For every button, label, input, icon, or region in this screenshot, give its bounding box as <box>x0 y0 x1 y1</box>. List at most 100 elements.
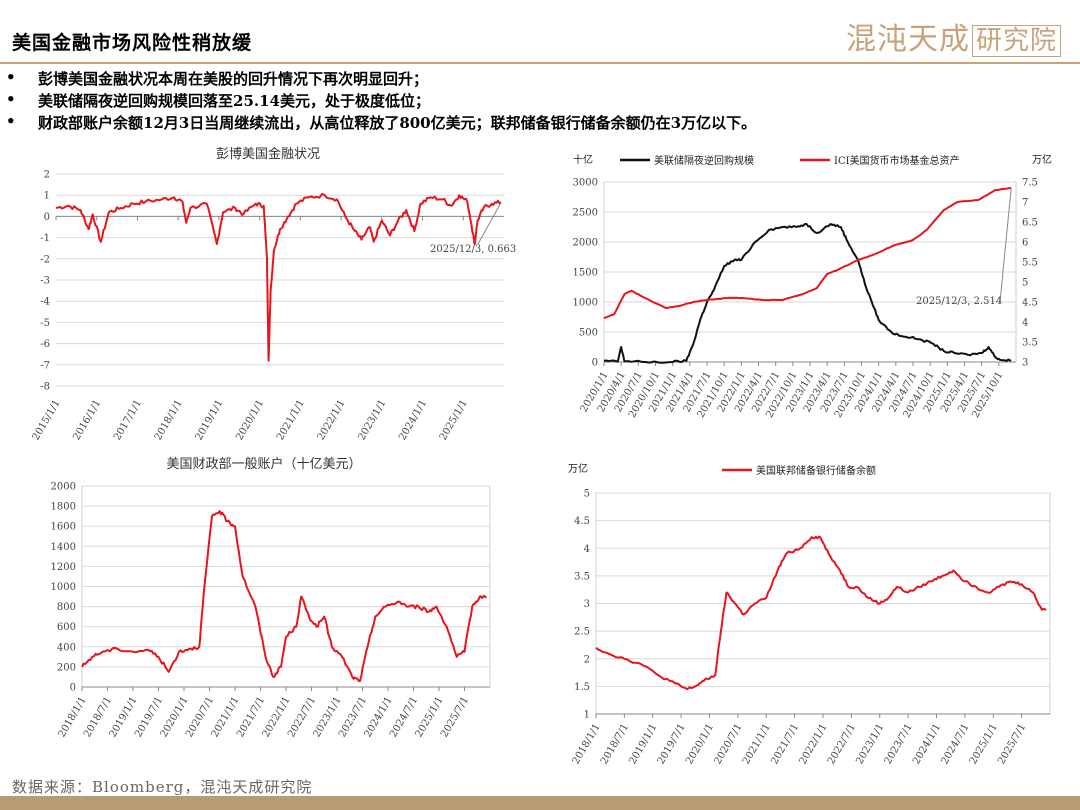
bullet-text: 财政部账户余额12月3日当周继续流出，从高位释放了800亿美元；联邦储备银行储备… <box>38 114 757 132</box>
y-tick-label: 0 <box>592 358 598 369</box>
y-tick-label: 0 <box>44 212 50 223</box>
y-tick-label: 3 <box>584 599 590 610</box>
x-tick-label: 2022/7/1 <box>826 722 858 766</box>
chart-fci-annotation: 2025/12/3, 0.663 <box>430 244 516 255</box>
y-tick-label: 4.5 <box>574 516 590 527</box>
series-line <box>595 535 1047 691</box>
y-tick-label: 1 <box>44 191 50 202</box>
y-tick-label: -4 <box>40 297 50 308</box>
x-tick-label: 2018/7/1 <box>599 722 631 766</box>
y-tick-label: -6 <box>40 339 50 350</box>
x-tick-label: 2024/1/1 <box>397 398 429 442</box>
y-tick-label: 1800 <box>51 502 76 513</box>
x-tick-label: 2015/1/1 <box>31 398 63 442</box>
x-tick-label: 2018/1/1 <box>571 722 603 766</box>
x-tick-label: 2020/1/1 <box>234 398 266 442</box>
bullet-dot: • <box>6 68 16 86</box>
y2-tick-label: 3.5 <box>1022 338 1038 349</box>
y-tick-label: -3 <box>40 276 50 287</box>
y-tick-label: 1600 <box>51 522 76 533</box>
y-tick-label: 500 <box>579 328 598 339</box>
chart-reserves-plot: 5 4.5 4 3.5 3 2.5 2 1.5 12018/1/12018/7/12019/1/… <box>571 489 1051 766</box>
bullet-text: 美联储隔夜逆回购规模回落至25.14美元，处于极度低位； <box>38 92 430 110</box>
chart-rrp-left-unit: 十亿 <box>573 153 593 166</box>
chart-reserves-unit: 万亿 <box>568 462 588 475</box>
x-tick-label: 2021/1/1 <box>741 722 773 766</box>
legend-label-reserves: 美国联邦储备银行储备余额 <box>756 464 876 477</box>
x-tick-label: 2025/1/1 <box>438 398 470 442</box>
y-tick-label: 1 <box>584 710 590 721</box>
y2-tick-label: 4 <box>1022 318 1028 329</box>
chart-fci: 彭博美国金融状况 2 1 0 -1 -2 -3 -4 -5 -6 -7 -8 2015/1/1 2016… <box>31 146 517 442</box>
chart-tga-title: 美国财政部一般账户（十亿美元） <box>166 456 361 472</box>
y-tick-label: -5 <box>40 318 50 329</box>
y-tick-label: 1400 <box>51 542 76 553</box>
x-tick-label: 2025/7/1 <box>996 722 1028 766</box>
x-tick-label: 2019/1/1 <box>194 398 226 442</box>
logo-text: 混沌天成 <box>846 22 970 57</box>
legend-label-ici: ICI美国货币市场基金总资产 <box>834 154 960 167</box>
data-source: 数据来源：Bloomberg，混沌天成研究院 <box>12 778 313 796</box>
y2-tick-label: 5.5 <box>1022 258 1038 269</box>
x-tick-label: 2017/1/1 <box>112 398 144 442</box>
y-tick-label: 0 <box>70 683 76 694</box>
legend-label-rrp: 美联储隔夜逆回购规模 <box>654 154 754 167</box>
y2-tick-label: 5 <box>1022 278 1028 289</box>
chart-fci-plot: 2 1 0 -1 -2 -3 -4 -5 -6 -7 -8 2015/1/1 2016/1/1 2017/… <box>31 170 504 442</box>
y-tick-label: 2.5 <box>574 627 590 638</box>
y-tick-label: 1.5 <box>574 682 590 693</box>
y2-tick-label: 7.5 <box>1022 178 1038 189</box>
x-tick-label: 2023/1/1 <box>854 722 886 766</box>
page-title: 美国金融市场风险性稍放缓 <box>12 32 253 54</box>
y2-tick-label: 3 <box>1022 358 1028 369</box>
annotation-leader <box>999 187 1012 303</box>
y-tick-label: -2 <box>40 254 50 265</box>
y-tick-label: 2 <box>584 654 590 665</box>
y2-tick-label: 6 <box>1022 238 1028 249</box>
chart-rrp: 十亿 万亿 美联储隔夜逆回购规模 ICI美国货币市场基金总资产 3000 2500… <box>573 153 1052 420</box>
x-tick-label: 2024/1/1 <box>911 722 943 766</box>
series-line <box>603 187 1012 319</box>
y-tick-label: 800 <box>57 602 76 613</box>
chart-rrp-annotation: 2025/12/3, 2.514 <box>916 296 1002 307</box>
y-tick-label: 2 <box>44 170 50 181</box>
y2-tick-label: 7 <box>1022 198 1028 209</box>
x-tick-label: 2019/1/1 <box>627 722 659 766</box>
y-tick-label: 1500 <box>573 268 598 279</box>
annotation-leader <box>477 202 502 245</box>
x-tick-label: 2021/1/1 <box>275 398 307 442</box>
y-tick-label: 600 <box>57 622 76 633</box>
x-tick-label: 2016/1/1 <box>71 398 103 442</box>
y-tick-label: 5 <box>584 489 590 500</box>
y-tick-label: 3.5 <box>574 571 590 582</box>
x-tick-label: 2023/7/1 <box>883 722 915 766</box>
y-tick-label: 3000 <box>573 178 598 189</box>
y-tick-label: 400 <box>57 642 76 653</box>
x-tick-label: 2022/1/1 <box>316 398 348 442</box>
y-tick-label: 200 <box>57 662 76 673</box>
x-tick-label: 2025/1/1 <box>968 722 1000 766</box>
y-tick-label: -8 <box>40 382 50 393</box>
y-tick-label: -1 <box>40 233 50 244</box>
x-tick-label: 2020/7/1 <box>712 722 744 766</box>
y2-tick-label: 6.5 <box>1022 218 1038 229</box>
bullet-text: 彭博美国金融状况本周在美股的回升情况下再次明显回升； <box>38 70 429 88</box>
header-divider <box>0 62 1080 64</box>
logo-boxed-text: 研究院 <box>972 25 1062 57</box>
brand-logo: 混沌天成 研究院 <box>846 14 1062 58</box>
chart-rrp-right-unit: 万亿 <box>1032 153 1052 166</box>
x-tick-label: 2022/1/1 <box>798 722 830 766</box>
y-tick-label: 2000 <box>573 238 598 249</box>
series-line <box>81 510 487 683</box>
y-tick-label: 1200 <box>51 562 76 573</box>
x-tick-label: 2021/7/1 <box>769 722 801 766</box>
y-tick-label: -7 <box>40 360 50 371</box>
y-tick-label: 4 <box>584 544 590 555</box>
series-line <box>55 192 502 362</box>
y-tick-label: 1000 <box>51 582 76 593</box>
x-tick-label: 2023/1/1 <box>356 398 388 442</box>
x-tick-label: 2018/1/1 <box>153 398 185 442</box>
chart-tga: 美国财政部一般账户（十亿美元） 200018001600140012001000… <box>51 456 491 739</box>
chart-reserves: 万亿 美国联邦储备银行储备余额 5 4.5 4 3.5 3 2.5 2 1.5 12018/1/… <box>568 462 1051 766</box>
